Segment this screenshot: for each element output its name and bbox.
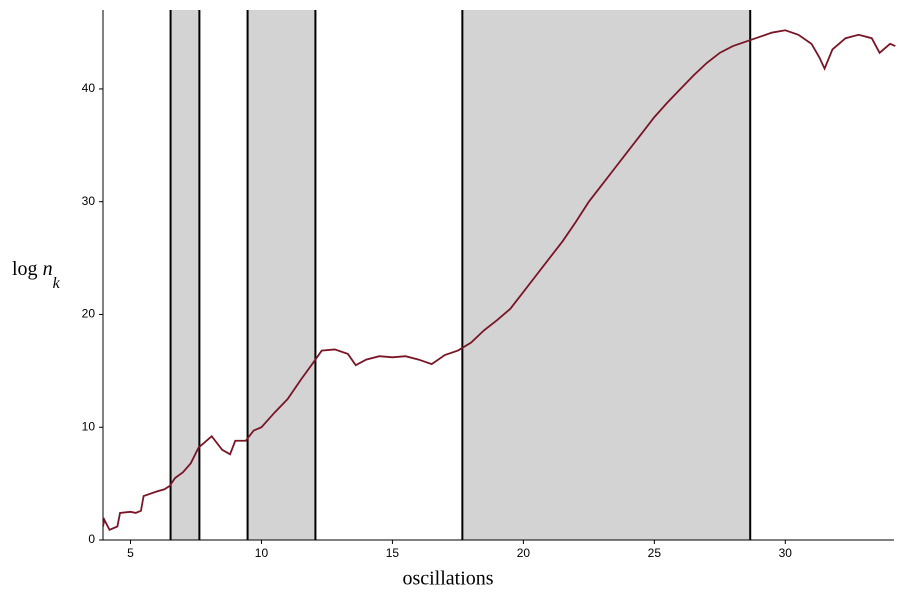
y-axis-label: log nk (12, 258, 61, 292)
data-line (102, 29, 896, 532)
y-tick-label: 40 (82, 81, 96, 95)
shaded-region (170, 10, 200, 540)
x-tick-label: 10 (255, 546, 269, 560)
x-tick-label: 5 (127, 546, 134, 560)
y-label-sub: k (53, 275, 61, 292)
y-label-text: log (12, 258, 38, 280)
y-tick-label: 0 (88, 532, 95, 546)
shaded-region (247, 10, 316, 540)
x-tick-label: 25 (648, 546, 662, 560)
x-tick-label: 30 (779, 546, 793, 560)
y-label-var: n (43, 258, 53, 280)
x-tick-label: 20 (517, 546, 531, 560)
y-tick-label: 20 (82, 307, 96, 321)
y-tick-label: 30 (82, 194, 96, 208)
shaded-region (462, 10, 751, 540)
x-axis-label: oscillations (402, 568, 493, 590)
x-tick-label: 15 (386, 546, 400, 560)
y-tick-label: 10 (82, 419, 96, 433)
